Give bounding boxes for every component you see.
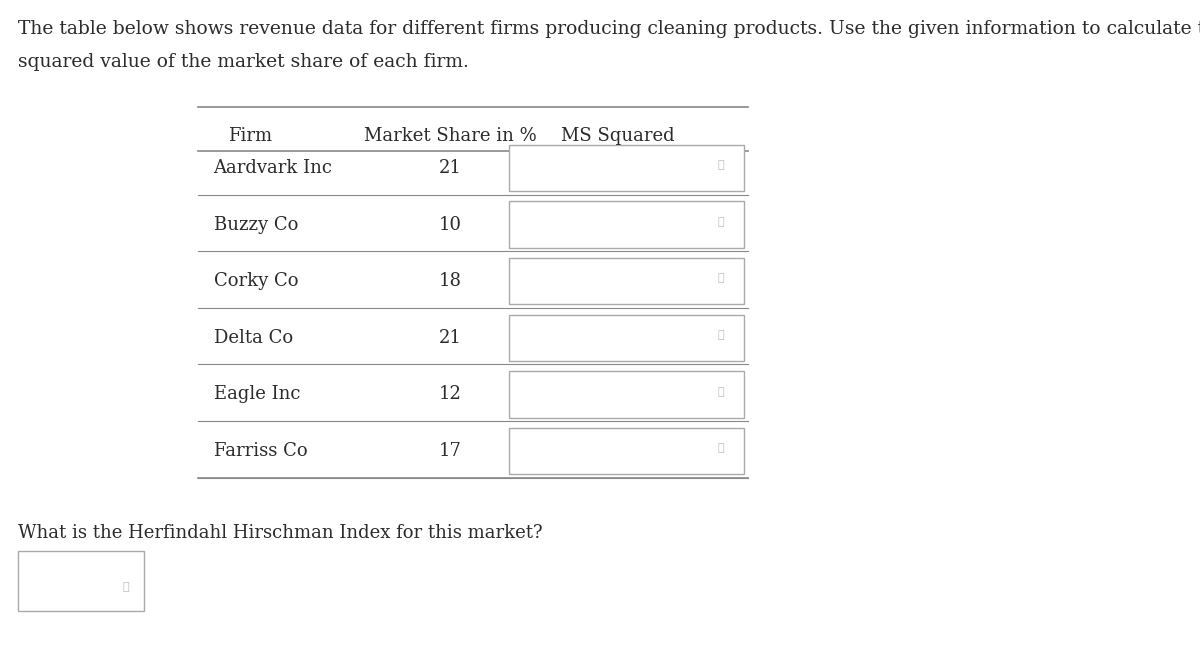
Bar [18, 551, 144, 611]
Text: Aardvark Inc: Aardvark Inc [214, 159, 332, 177]
Text: 🖊: 🖊 [122, 582, 130, 592]
Bar [509, 371, 744, 418]
Text: What is the Herfindahl Hirschman Index for this market?: What is the Herfindahl Hirschman Index f… [18, 524, 542, 542]
Text: 21: 21 [439, 159, 462, 177]
Bar [509, 258, 744, 304]
Text: MS Squared: MS Squared [560, 127, 674, 145]
Text: 18: 18 [439, 272, 462, 290]
Text: Firm: Firm [228, 127, 271, 145]
Text: 🖊: 🖊 [718, 386, 725, 397]
Text: The table below shows revenue data for different firms producing cleaning produc: The table below shows revenue data for d… [18, 20, 1200, 38]
Text: 🖊: 🖊 [718, 443, 725, 454]
Text: 🖊: 🖊 [718, 273, 725, 284]
Bar [509, 145, 744, 191]
Text: 🖊: 🖊 [718, 216, 725, 227]
Text: Corky Co: Corky Co [214, 272, 298, 290]
Text: 17: 17 [439, 442, 462, 460]
Text: 12: 12 [439, 386, 462, 404]
Text: 🖊: 🖊 [718, 330, 725, 340]
Text: Eagle Inc: Eagle Inc [214, 386, 300, 404]
Text: Farriss Co: Farriss Co [214, 442, 307, 460]
Text: 🖊: 🖊 [718, 160, 725, 170]
Text: 10: 10 [439, 216, 462, 234]
Text: squared value of the market share of each firm.: squared value of the market share of eac… [18, 53, 469, 71]
Bar [509, 201, 744, 248]
Bar [509, 314, 744, 361]
Text: Market Share in %: Market Share in % [365, 127, 538, 145]
Text: Delta Co: Delta Co [214, 329, 293, 347]
Bar [509, 428, 744, 474]
Text: Buzzy Co: Buzzy Co [214, 216, 298, 234]
Text: 21: 21 [439, 329, 462, 347]
